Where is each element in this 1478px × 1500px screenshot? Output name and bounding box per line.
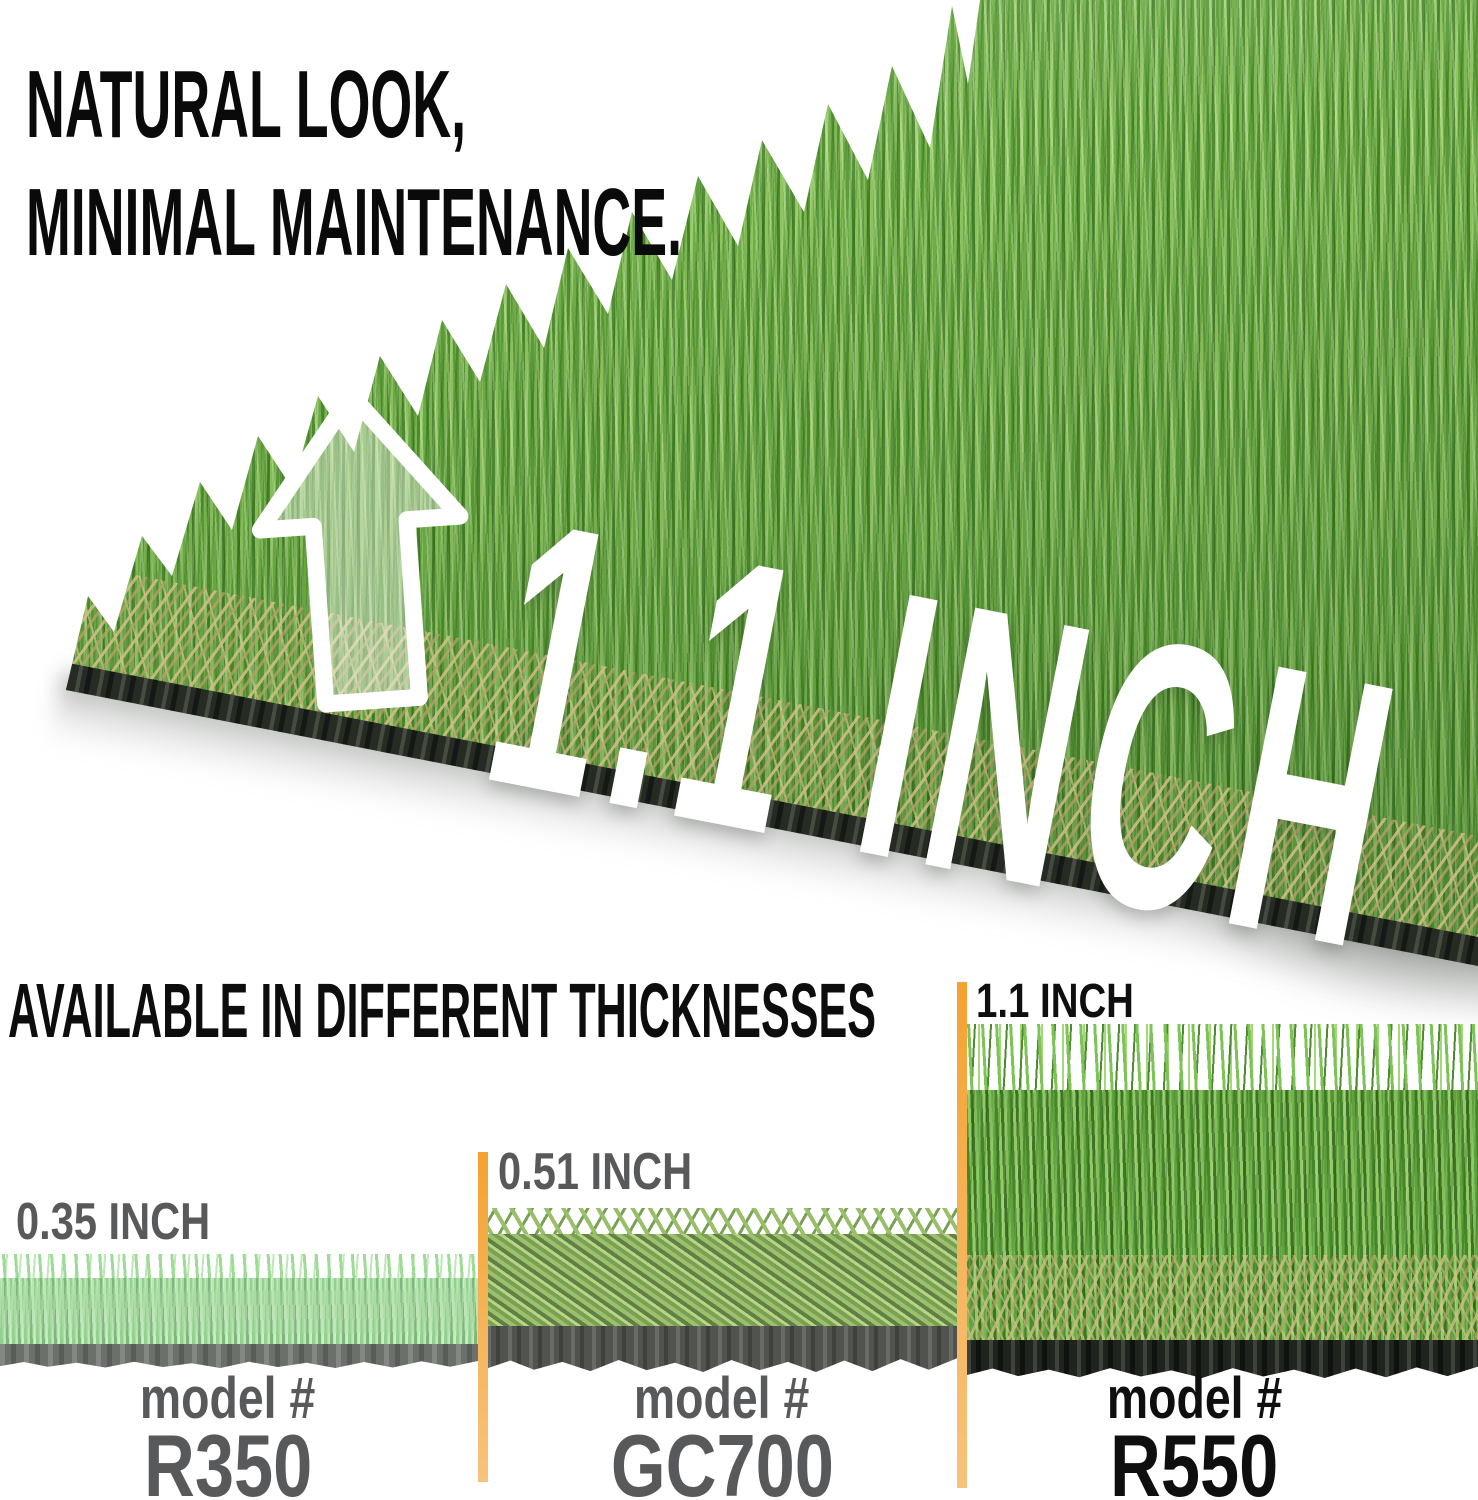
model-prefix: model # bbox=[140, 1366, 316, 1431]
turf-body bbox=[0, 1278, 479, 1346]
thickness-divider-1 bbox=[478, 1152, 488, 1482]
headline-line2: MINIMAL MAINTENANCE. bbox=[26, 169, 683, 276]
headline-line1: NATURAL LOOK, bbox=[26, 51, 467, 158]
model-prefix: model # bbox=[1106, 1366, 1283, 1431]
turf-sample-r350 bbox=[0, 1252, 479, 1372]
up-arrow-icon bbox=[241, 378, 483, 723]
turf-backing bbox=[487, 1326, 957, 1372]
fade-overlay bbox=[0, 1252, 479, 1372]
turf-sample-r550 bbox=[967, 1020, 1478, 1382]
section-title: AVAILABLE IN DIFFERENT THICKNESSES bbox=[8, 968, 877, 1054]
model-block-r350: model # R350 bbox=[0, 1366, 456, 1500]
turf-thatch bbox=[967, 1255, 1478, 1350]
headline: NATURAL LOOK, MINIMAL MAINTENANCE. bbox=[26, 46, 1198, 282]
thickness-label-r350: 0.35 INCH bbox=[16, 1193, 211, 1251]
turf-sample-gc700 bbox=[487, 1208, 957, 1380]
model-number: GC700 bbox=[610, 1416, 834, 1500]
thickness-divider-2 bbox=[957, 982, 967, 1488]
model-block-r550: model # R550 bbox=[967, 1366, 1422, 1500]
model-prefix: model # bbox=[634, 1366, 810, 1431]
thickness-label-r550: 1.1 INCH bbox=[976, 975, 1134, 1028]
model-number: R350 bbox=[143, 1416, 313, 1500]
turf-body bbox=[487, 1234, 957, 1328]
model-block-gc700: model # GC700 bbox=[487, 1366, 957, 1500]
thickness-label-gc700: 0.51 INCH bbox=[498, 1143, 693, 1201]
model-number: R550 bbox=[1110, 1416, 1279, 1500]
fade-overlay bbox=[487, 1208, 957, 1380]
